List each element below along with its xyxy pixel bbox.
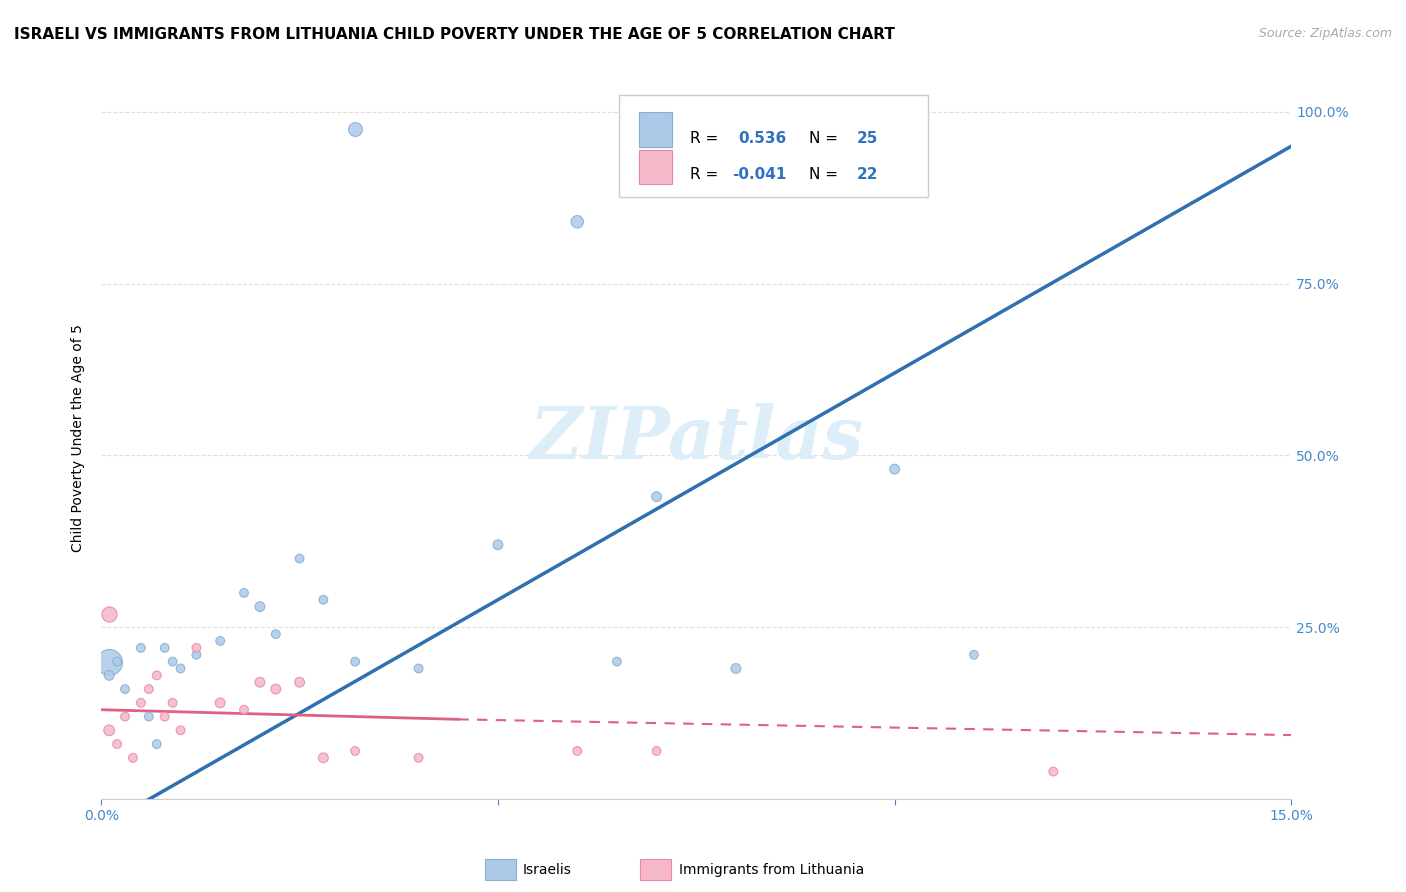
Point	[486, 538, 509, 552]
Text: 0.536: 0.536	[738, 131, 786, 146]
Point	[408, 661, 430, 675]
Point	[883, 462, 905, 476]
Point	[645, 744, 668, 758]
Point	[138, 682, 160, 697]
Point	[105, 737, 128, 751]
Point	[145, 737, 167, 751]
Point	[153, 709, 176, 723]
Point	[153, 640, 176, 655]
Point	[98, 668, 121, 682]
Point	[963, 648, 986, 662]
Point	[138, 709, 160, 723]
Point	[264, 627, 287, 641]
Point	[288, 675, 311, 690]
Text: R =: R =	[690, 131, 718, 146]
Point	[162, 696, 184, 710]
Point	[724, 661, 747, 675]
Y-axis label: Child Poverty Under the Age of 5: Child Poverty Under the Age of 5	[72, 325, 86, 552]
FancyBboxPatch shape	[619, 95, 928, 196]
Text: Israelis: Israelis	[523, 863, 572, 877]
Point	[129, 640, 152, 655]
Text: -0.041: -0.041	[733, 168, 786, 182]
Point	[288, 551, 311, 566]
Text: Immigrants from Lithuania: Immigrants from Lithuania	[679, 863, 865, 877]
Point	[344, 744, 367, 758]
Text: ZIPatlas: ZIPatlas	[529, 403, 863, 474]
Point	[567, 215, 589, 229]
Text: 25: 25	[856, 131, 879, 146]
Point	[645, 490, 668, 504]
Point	[186, 640, 208, 655]
Point	[122, 751, 145, 765]
Text: Source: ZipAtlas.com: Source: ZipAtlas.com	[1258, 27, 1392, 40]
Point	[209, 696, 232, 710]
Point	[408, 751, 430, 765]
Point	[98, 607, 121, 621]
Point	[209, 634, 232, 648]
Text: N =: N =	[810, 168, 844, 182]
Point	[344, 122, 367, 136]
Point	[129, 696, 152, 710]
Point	[249, 599, 271, 614]
Point	[249, 675, 271, 690]
Point	[114, 709, 136, 723]
Point	[312, 751, 335, 765]
Point	[264, 682, 287, 697]
Text: ISRAELI VS IMMIGRANTS FROM LITHUANIA CHILD POVERTY UNDER THE AGE OF 5 CORRELATIO: ISRAELI VS IMMIGRANTS FROM LITHUANIA CHI…	[14, 27, 896, 42]
Text: 22: 22	[856, 168, 879, 182]
Point	[114, 682, 136, 697]
Point	[344, 655, 367, 669]
FancyBboxPatch shape	[640, 112, 672, 146]
Point	[1042, 764, 1064, 779]
Point	[233, 703, 256, 717]
FancyBboxPatch shape	[640, 150, 672, 185]
Point	[312, 592, 335, 607]
Point	[169, 723, 191, 738]
Point	[169, 661, 191, 675]
Point	[606, 655, 628, 669]
Text: N =: N =	[810, 131, 844, 146]
Point	[567, 744, 589, 758]
Point	[233, 586, 256, 600]
Point	[98, 655, 121, 669]
Point	[162, 655, 184, 669]
Point	[105, 655, 128, 669]
Point	[98, 723, 121, 738]
Text: R =: R =	[690, 168, 718, 182]
Point	[145, 668, 167, 682]
Point	[186, 648, 208, 662]
